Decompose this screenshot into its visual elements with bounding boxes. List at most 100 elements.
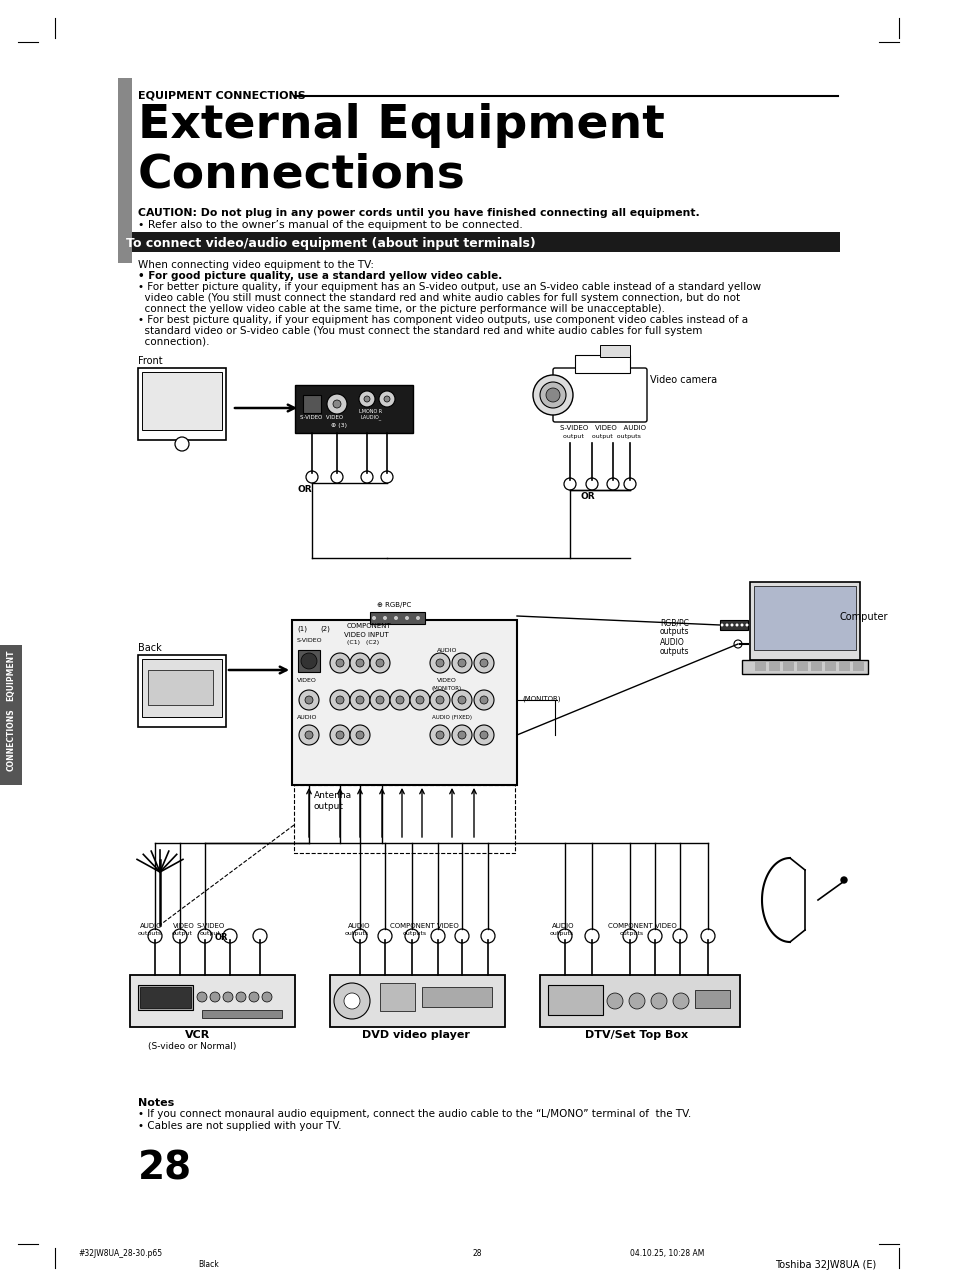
Text: connection).: connection). [138, 337, 210, 347]
Text: video cable (You still must connect the standard red and white audio cables for : video cable (You still must connect the … [138, 293, 740, 303]
Bar [148, 670, 213, 705]
Bar [138, 985, 193, 1010]
Bar [330, 975, 504, 1028]
Text: EQUIPMENT CONNECTIONS: EQUIPMENT CONNECTIONS [138, 90, 305, 100]
Circle shape [720, 624, 722, 626]
Text: standard video or S-video cable (You must connect the standard red and white aud: standard video or S-video cable (You mus… [138, 325, 701, 336]
Circle shape [375, 658, 384, 667]
Text: • For good picture quality, use a standard yellow video cable.: • For good picture quality, use a standa… [138, 271, 501, 282]
Bar [782, 665, 793, 667]
Text: OR: OR [580, 493, 595, 502]
Bar [852, 662, 863, 665]
Circle shape [533, 376, 573, 415]
Bar [824, 662, 835, 665]
Bar [810, 665, 821, 667]
Text: (2): (2) [319, 625, 330, 631]
Circle shape [298, 691, 318, 710]
Bar [138, 368, 226, 440]
Bar [118, 231, 840, 252]
Bar [547, 985, 602, 1015]
Circle shape [436, 730, 443, 739]
Circle shape [430, 653, 450, 673]
Bar [202, 1010, 282, 1019]
Circle shape [672, 928, 686, 943]
Circle shape [452, 653, 472, 673]
Bar [754, 667, 765, 670]
Text: DTV/Set Top Box: DTV/Set Top Box [584, 1030, 687, 1040]
Circle shape [335, 730, 344, 739]
Circle shape [196, 992, 207, 1002]
Circle shape [455, 928, 469, 943]
Text: VIDEO INPUT: VIDEO INPUT [344, 631, 388, 638]
Circle shape [378, 391, 395, 406]
Circle shape [479, 696, 488, 703]
Bar [421, 986, 492, 1007]
Circle shape [350, 725, 370, 745]
Bar [294, 784, 515, 853]
Text: Back: Back [138, 643, 162, 653]
Text: CAUTION: Do not plug in any power cords until you have finished connecting all e: CAUTION: Do not plug in any power cords … [138, 208, 699, 219]
Text: S-VIDEO: S-VIDEO [196, 923, 225, 928]
Text: EQUIPMENT: EQUIPMENT [7, 649, 15, 701]
Text: AUDIO: AUDIO [296, 715, 317, 720]
Text: AUDIO: AUDIO [436, 648, 457, 653]
Text: AUDIO: AUDIO [659, 638, 684, 647]
Text: COMPONENT VIDEO: COMPONENT VIDEO [607, 923, 676, 928]
Circle shape [740, 624, 742, 626]
Circle shape [647, 928, 661, 943]
Bar [303, 395, 320, 413]
Circle shape [410, 691, 430, 710]
Text: RGB/PC: RGB/PC [659, 619, 688, 628]
Circle shape [405, 928, 418, 943]
Bar [782, 662, 793, 665]
Circle shape [334, 983, 370, 1019]
Circle shape [305, 730, 313, 739]
Circle shape [355, 658, 364, 667]
Bar [796, 667, 807, 670]
Bar [753, 586, 855, 649]
Circle shape [330, 653, 350, 673]
Circle shape [436, 696, 443, 703]
Text: outputs: outputs [345, 931, 369, 936]
Circle shape [327, 394, 347, 414]
Bar [140, 986, 191, 1008]
Text: (MONITOR): (MONITOR) [521, 694, 560, 701]
Bar [852, 667, 863, 670]
Bar [370, 612, 424, 624]
Text: • If you connect monaural audio equipment, connect the audio cable to the “L/MON: • If you connect monaural audio equipmen… [138, 1109, 691, 1119]
Circle shape [350, 691, 370, 710]
Bar [796, 662, 807, 665]
Bar [749, 583, 859, 660]
Circle shape [539, 382, 565, 408]
Circle shape [223, 992, 233, 1002]
Circle shape [298, 725, 318, 745]
Circle shape [305, 696, 313, 703]
Text: • For better picture quality, if your equipment has an S-video output, use an S-: • For better picture quality, if your eq… [138, 282, 760, 292]
Text: VIDEO: VIDEO [296, 678, 316, 683]
Text: S-VIDEO  VIDEO: S-VIDEO VIDEO [299, 415, 343, 421]
Bar [824, 665, 835, 667]
Circle shape [457, 730, 465, 739]
Circle shape [148, 928, 162, 943]
Bar [810, 667, 821, 670]
Text: Video camera: Video camera [649, 376, 717, 385]
Circle shape [384, 396, 390, 403]
Text: outputs: outputs [402, 931, 427, 936]
Bar [838, 667, 849, 670]
Bar [599, 345, 629, 358]
Circle shape [249, 992, 258, 1002]
Circle shape [841, 877, 846, 883]
Bar [810, 662, 821, 665]
Bar [138, 655, 226, 727]
Bar [754, 662, 765, 665]
Bar [852, 665, 863, 667]
Text: Connections: Connections [138, 152, 465, 197]
Bar [838, 665, 849, 667]
Bar [142, 658, 222, 718]
Circle shape [606, 993, 622, 1010]
Text: output: output [200, 931, 221, 936]
Bar [768, 667, 780, 670]
Circle shape [364, 396, 370, 403]
Text: Front: Front [138, 356, 162, 367]
Circle shape [416, 696, 423, 703]
